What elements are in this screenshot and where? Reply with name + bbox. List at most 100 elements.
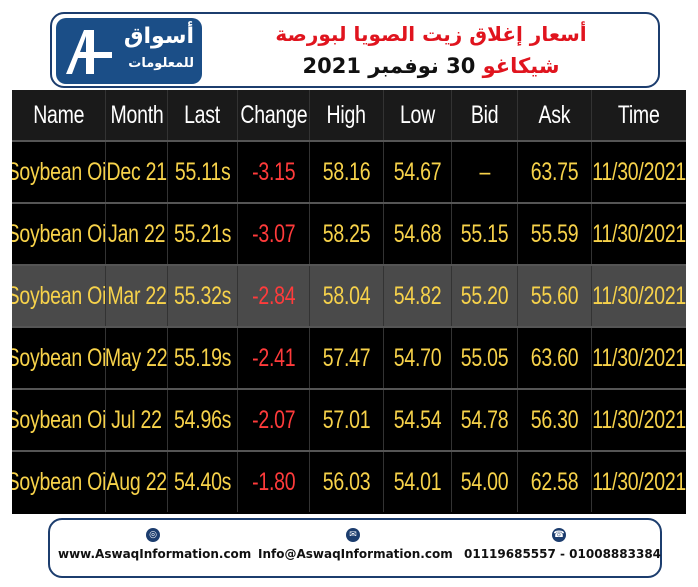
- cell-time: 11/30/2021: [592, 390, 686, 450]
- name-value: Soybean Oil: [12, 157, 106, 186]
- cell-change: -1.80: [238, 452, 310, 512]
- cell-ask: 56.30: [518, 390, 592, 450]
- aswaq-logo: أسواق للمعلومات: [56, 18, 202, 84]
- row-divider: [12, 140, 686, 142]
- low-value: 54.01: [393, 467, 442, 496]
- table-row: Soybean Oil May 22 55.19s -2.41 57.47 54.70 55…: [12, 328, 686, 388]
- low-value: 54.82: [393, 281, 442, 310]
- cell-month: Dec 21: [106, 142, 168, 202]
- row-divider: [12, 450, 686, 452]
- cell-change: -2.07: [238, 390, 310, 450]
- email-text[interactable]: Info@AswaqInformation.com: [258, 547, 453, 561]
- name-value: Soybean Oil: [12, 343, 106, 372]
- last-value: 55.32s: [173, 281, 232, 310]
- ask-value: 62.58: [530, 467, 579, 496]
- cell-month: Jul 22: [106, 390, 168, 450]
- cell-low: 54.82: [384, 266, 452, 326]
- cell-bid: 55.05: [452, 328, 518, 388]
- table-row: Soybean Oil Jan 22 55.21s -3.07 58.25 54.68 55…: [12, 204, 686, 264]
- cell-month: Jan 22: [106, 204, 168, 264]
- cell-high: 58.04: [310, 266, 384, 326]
- column-header-time: Time: [592, 90, 686, 140]
- cell-time: 11/30/2021: [592, 328, 686, 388]
- logo-subtext: للمعلومات: [128, 56, 194, 71]
- high-value: 58.16: [322, 157, 371, 186]
- cell-last: 54.96s: [168, 390, 238, 450]
- cell-bid: 54.00: [452, 452, 518, 512]
- change-value: -2.07: [251, 405, 296, 434]
- change-value: -2.84: [251, 281, 296, 310]
- bid-value: –: [479, 157, 490, 186]
- time-value: 11/30/2021: [592, 343, 686, 372]
- table-row: Soybean Oil Aug 22 54.40s -1.80 56.03 54.01 54…: [12, 452, 686, 512]
- column-header-bid: Bid: [452, 90, 518, 140]
- cell-low: 54.70: [384, 328, 452, 388]
- cell-high: 57.01: [310, 390, 384, 450]
- cell-bid: 55.20: [452, 266, 518, 326]
- mail-icon: ✉: [346, 528, 360, 542]
- cell-name: Soybean Oil: [12, 204, 106, 264]
- column-header-ask: Ask: [518, 90, 592, 140]
- exchange-name: شيكاغو: [482, 54, 560, 78]
- cell-ask: 63.60: [518, 328, 592, 388]
- footer-email[interactable]: ✉ Info@AswaqInformation.com: [258, 528, 453, 561]
- column-header-label: Change: [240, 100, 307, 129]
- change-value: -3.15: [251, 157, 296, 186]
- time-value: 11/30/2021: [592, 219, 686, 248]
- aswaq-a-logo-icon: [66, 30, 112, 74]
- row-divider: [12, 326, 686, 328]
- cell-low: 54.01: [384, 452, 452, 512]
- cell-month: Aug 22: [106, 452, 168, 512]
- footer-website[interactable]: ◎ www.AswaqInformation.com: [58, 528, 252, 561]
- low-value: 54.68: [393, 219, 442, 248]
- column-header-month: Month: [106, 90, 168, 140]
- ask-value: 56.30: [530, 405, 579, 434]
- column-header-label: Ask: [538, 100, 571, 129]
- last-value: 55.11s: [174, 157, 231, 186]
- cell-high: 58.16: [310, 142, 384, 202]
- column-header-change: Change: [238, 90, 310, 140]
- cell-bid: 54.78: [452, 390, 518, 450]
- name-value: Soybean Oil: [12, 281, 106, 310]
- name-value: Soybean Oil: [12, 467, 106, 496]
- cell-last: 54.40s: [168, 452, 238, 512]
- logo-text: أسواق: [123, 24, 194, 49]
- time-value: 11/30/2021: [592, 281, 686, 310]
- cell-bid: –: [452, 142, 518, 202]
- bid-value: 55.20: [460, 281, 509, 310]
- cell-ask: 55.59: [518, 204, 592, 264]
- cell-month: May 22: [106, 328, 168, 388]
- low-value: 54.70: [393, 343, 442, 372]
- ask-value: 63.60: [530, 343, 579, 372]
- cell-name: Soybean Oil: [12, 142, 106, 202]
- globe-icon: ◎: [146, 528, 160, 542]
- cell-time: 11/30/2021: [592, 142, 686, 202]
- website-text[interactable]: www.AswaqInformation.com: [58, 547, 252, 561]
- column-header-label: Month: [109, 100, 164, 129]
- month-value: Aug 22: [106, 467, 167, 496]
- column-header-label: Low: [399, 100, 436, 129]
- column-header-label: Last: [184, 100, 221, 129]
- cell-ask: 62.58: [518, 452, 592, 512]
- contact-footer: ◎ www.AswaqInformation.com ✉ Info@AswaqI…: [48, 518, 662, 578]
- last-value: 55.19s: [173, 343, 232, 372]
- cell-low: 54.67: [384, 142, 452, 202]
- cell-name: Soybean Oil: [12, 266, 106, 326]
- change-value: -3.07: [251, 219, 296, 248]
- last-value: 54.40s: [173, 467, 232, 496]
- bid-value: 55.15: [460, 219, 509, 248]
- name-value: Soybean Oil: [12, 405, 106, 434]
- cell-change: -3.07: [238, 204, 310, 264]
- cell-high: 58.25: [310, 204, 384, 264]
- cell-last: 55.32s: [168, 266, 238, 326]
- page-subtitle: شيكاغو 30 نوفمبر 2021: [212, 54, 650, 78]
- cell-name: Soybean Oil: [12, 390, 106, 450]
- time-value: 11/30/2021: [592, 157, 686, 186]
- ask-value: 55.59: [530, 219, 579, 248]
- table-row: Soybean Oil Dec 21 55.11s -3.15 58.16 54.67 – 6…: [12, 142, 686, 202]
- footer-phones: ☎ 01119685557 - 01008883384: [464, 528, 661, 561]
- prices-table: Name Month Last Change High Low Bid Ask Time Soy…: [12, 90, 686, 514]
- high-value: 58.25: [322, 219, 371, 248]
- header-banner: أسواق للمعلومات أسعار إغلاق زيت الصويا ل…: [50, 12, 660, 88]
- row-divider: [12, 264, 686, 266]
